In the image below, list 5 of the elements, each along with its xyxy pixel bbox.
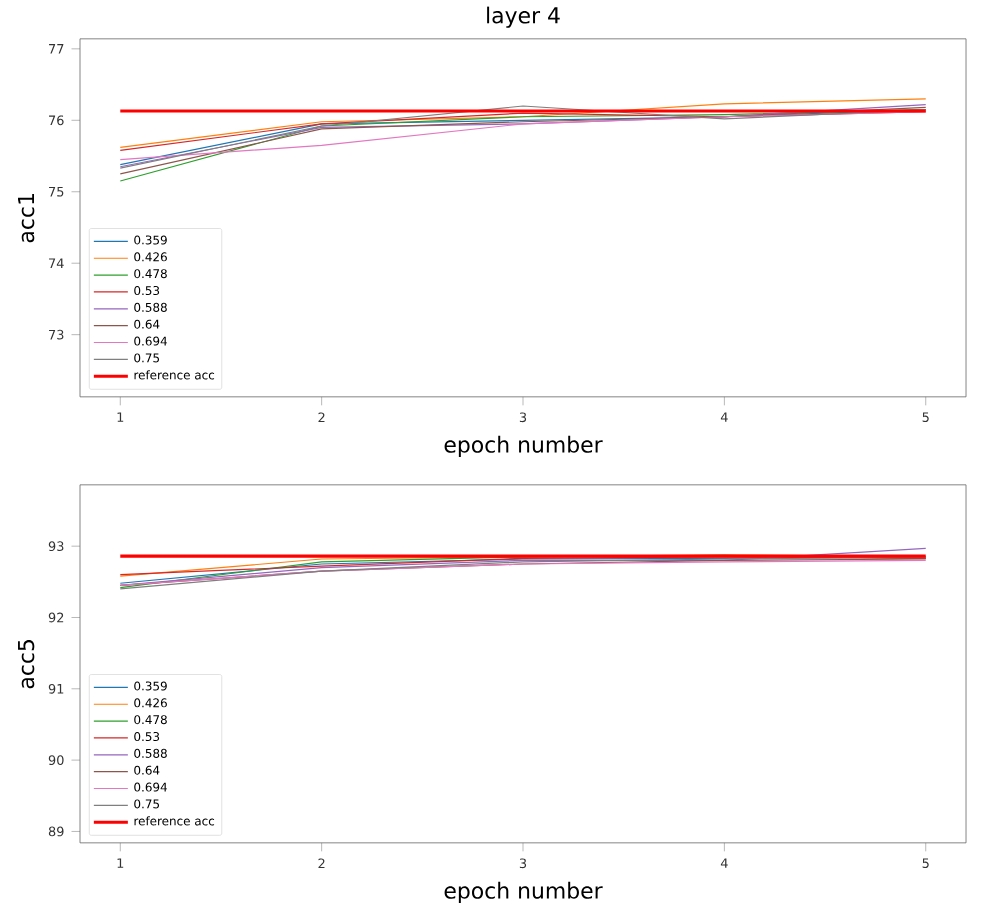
x-axis-title: epoch number [444, 881, 603, 904]
y-axis-title: acc1 [18, 194, 35, 243]
chart-title: layer 4 [487, 6, 560, 28]
x-axis-title: epoch number [444, 435, 603, 458]
y-axis-title: acc5 [18, 640, 35, 689]
